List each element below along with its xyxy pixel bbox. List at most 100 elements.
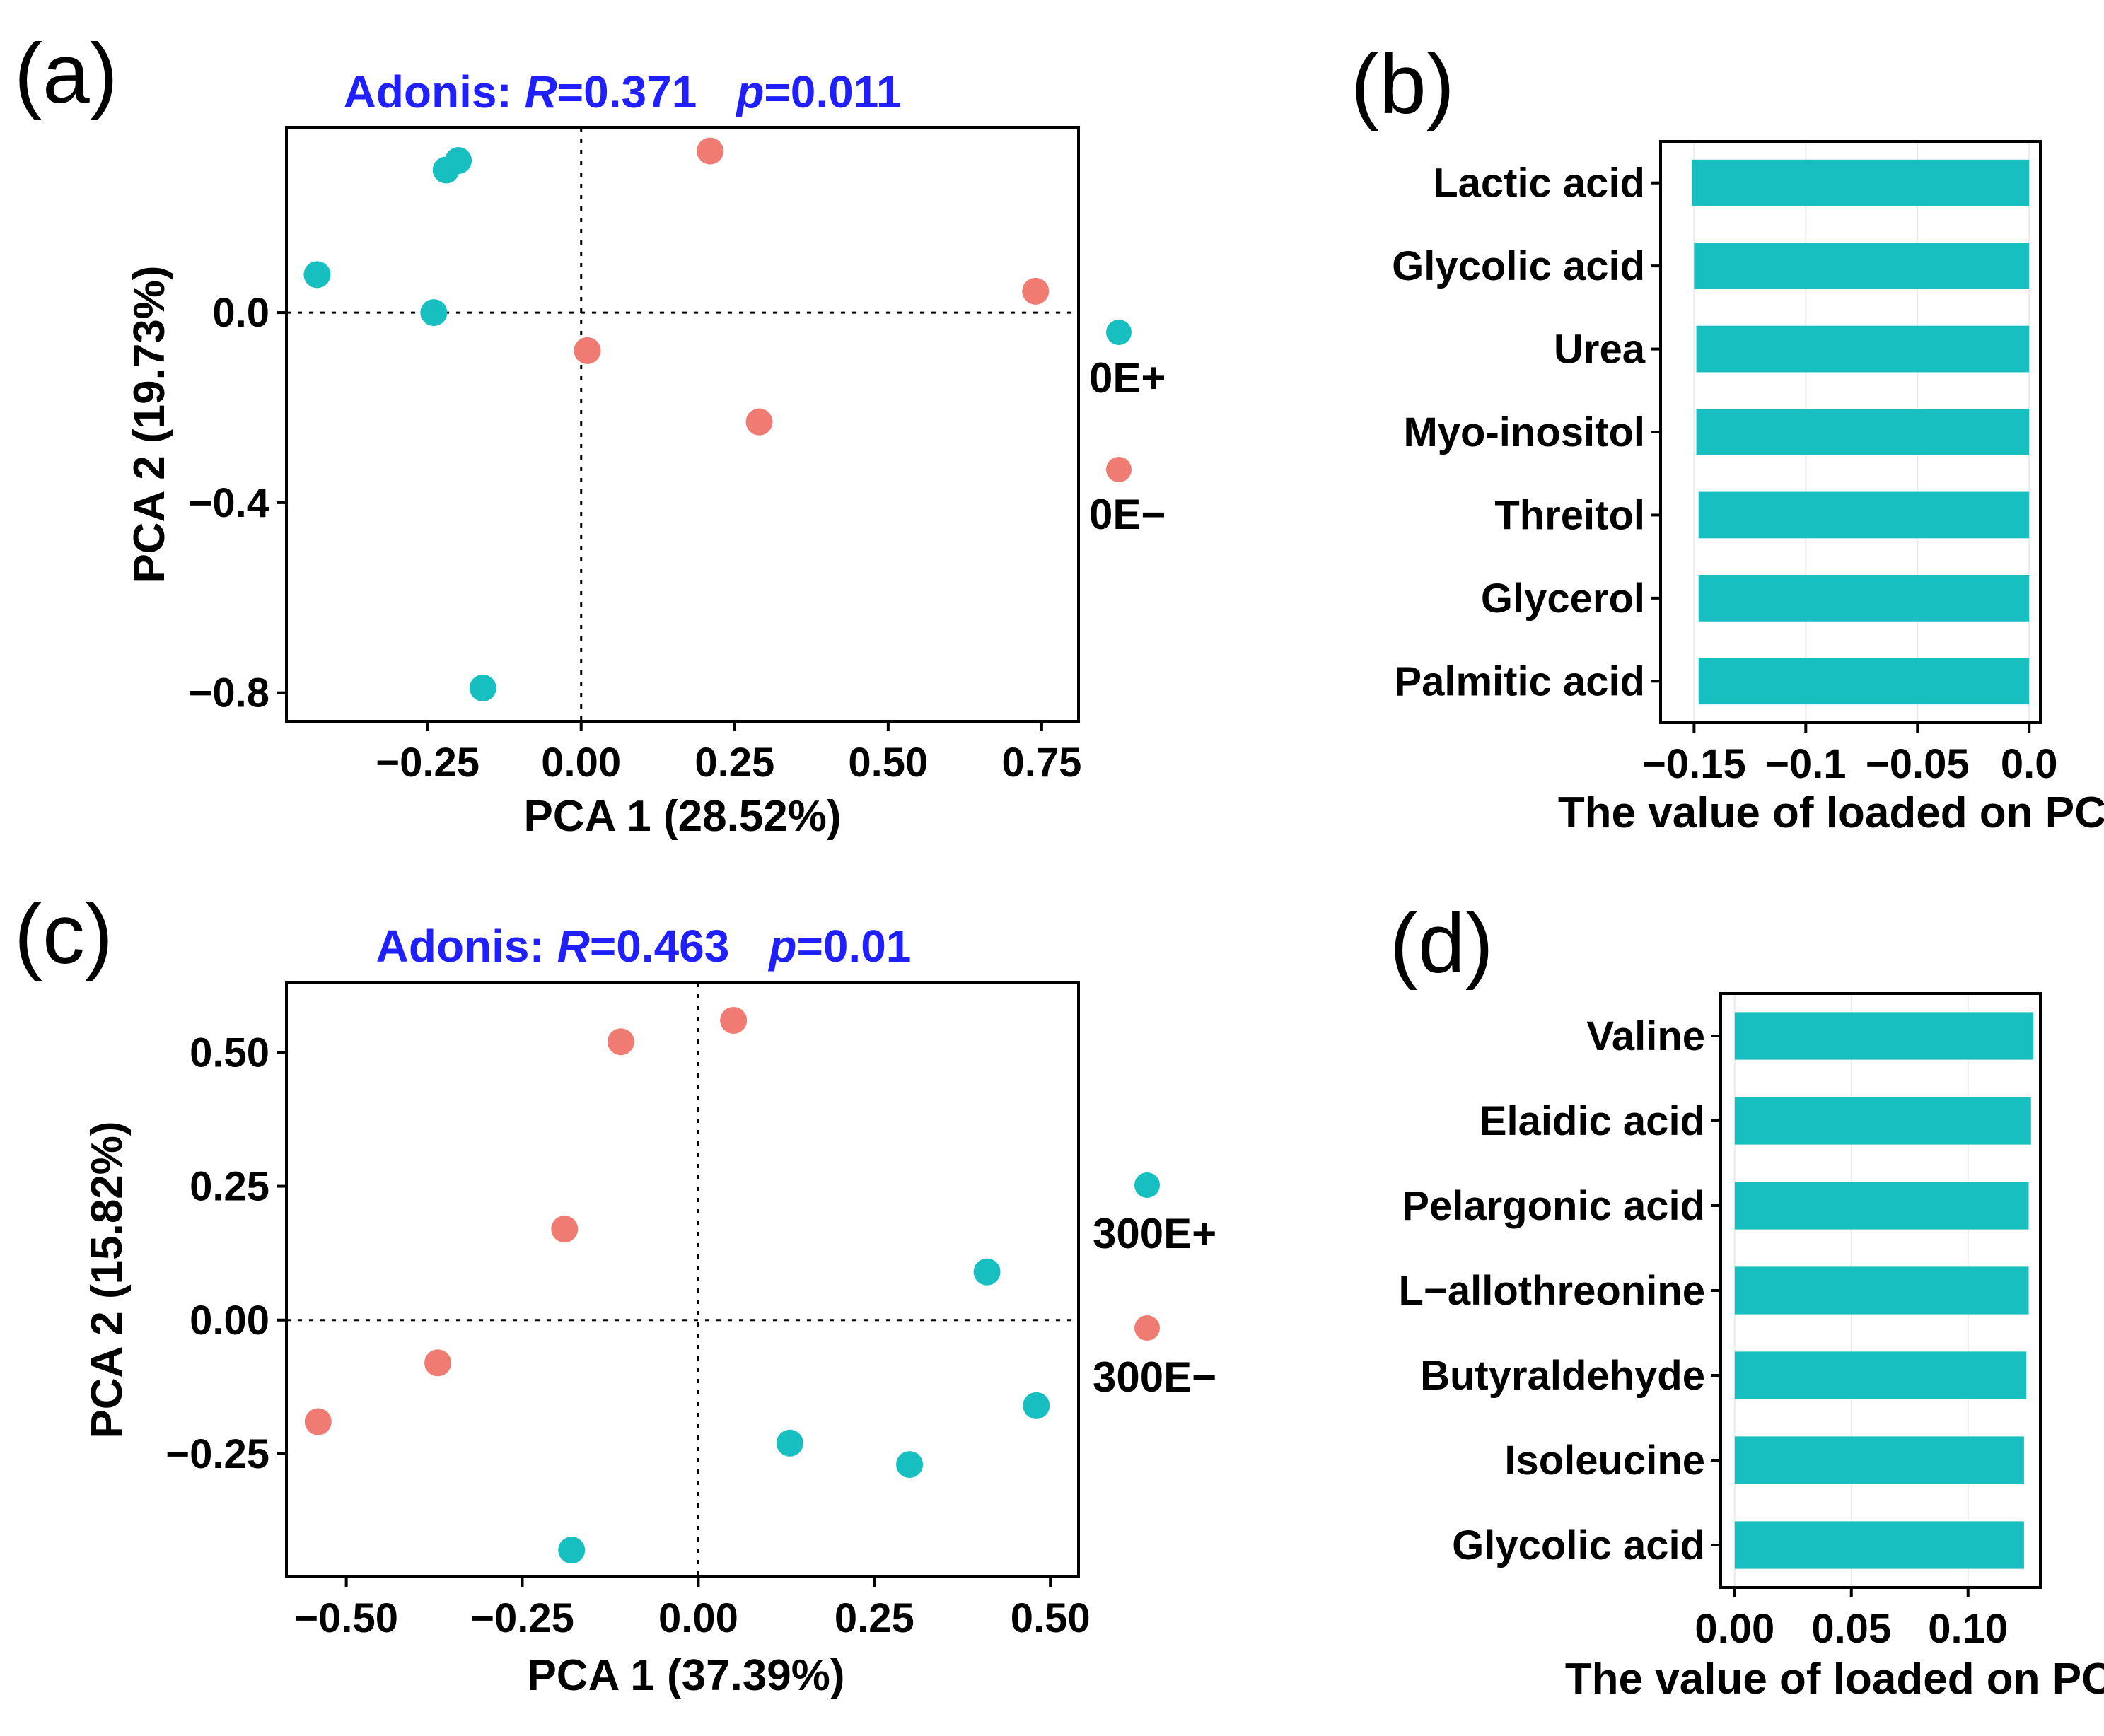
panel-d-bar-6: [1734, 1521, 2024, 1569]
panel-d-x-ticks: 0.00 0.05 0.10: [1695, 1588, 2008, 1652]
panel-d-bar-3: [1734, 1266, 2029, 1315]
panel-b-x-ticks: −0.15 −0.1 −0.05 0.0: [1642, 723, 2058, 787]
panel-a-zero-lines: [286, 127, 1079, 721]
panel-d-letter: (d): [1390, 896, 1494, 991]
panel-c-y-tick-label-1: 0.00: [190, 1298, 269, 1344]
panel-c-point-minus-3: [424, 1349, 452, 1377]
panel-c-plot-frame: [285, 981, 1080, 1578]
panel-a-adonis-stat: Adonis: R=0.371 p=0.011: [344, 66, 902, 117]
panel-c-y-tick-label-3: 0.50: [190, 1030, 269, 1076]
panel-c-x-tick-label-2: 0.00: [658, 1595, 738, 1641]
panel-c-points: [304, 1006, 1050, 1564]
panel-b-x-tick-label-0: −0.15: [1642, 741, 1746, 787]
panel-a-y-tick-label-2: 0.0: [212, 290, 269, 336]
panel-b-category-label-3: Myo-inositol: [1403, 409, 1645, 455]
panel-c-y-tick-label-2: 0.25: [190, 1164, 269, 1210]
legend-swatch-0e-minus: [1106, 457, 1132, 482]
panel-b-x-axis-label: The value of loaded on PCA1: [1558, 788, 2104, 837]
panel-c-point-plus-4: [558, 1537, 586, 1564]
panel-d-bar-4: [1734, 1351, 2027, 1399]
panel-d-category-label-6: Glycolic acid: [1452, 1522, 1705, 1568]
panel-a-x-tick-label-1: 0.00: [541, 740, 621, 786]
panel-b-bar-5: [1698, 574, 2030, 622]
panel-a-x-tick-label-0: −0.25: [376, 740, 479, 786]
panel-a-y-tick-label-0: −0.8: [189, 670, 270, 716]
panel-b-bar-6: [1698, 658, 2030, 705]
panel-c-point-plus-2: [776, 1429, 803, 1457]
panel-c-zero-lines: [286, 983, 1079, 1577]
panel-b: (b) Lactic acid Glycolic acid Urea Myo-inos…: [1351, 37, 2104, 837]
panel-c-y-ticks: −0.25 0.00 0.25 0.50: [165, 1030, 286, 1477]
panel-b-x-tick-label-1: −0.1: [1765, 741, 1847, 787]
panel-c-point-plus-0: [973, 1258, 1001, 1286]
legend-label-300e-plus: 300E+: [1093, 1210, 1216, 1257]
panel-a-y-ticks: −0.8 −0.4 0.0: [189, 290, 286, 716]
panel-c-point-minus-0: [720, 1006, 748, 1034]
panel-c-y-axis-label: PCA 2 (15.82%): [83, 1121, 132, 1438]
panel-c-point-plus-1: [1023, 1392, 1050, 1419]
panel-b-bar-4: [1698, 491, 2030, 539]
panel-d-category-label-3: L−allothreonine: [1399, 1268, 1705, 1314]
panel-c-adonis-stat: Adonis: R=0.463 p=0.01: [376, 921, 912, 972]
panel-b-category-labels: Lactic acid Glycolic acid Urea Myo-inositol…: [1392, 161, 1661, 704]
panel-d-category-label-0: Valine: [1586, 1013, 1705, 1059]
panel-b-bar-3: [1696, 409, 2030, 455]
panel-a-x-tick-label-2: 0.25: [694, 740, 774, 786]
panel-b-bar-2: [1696, 325, 2030, 373]
panel-a-points: [303, 137, 1050, 701]
panel-a-point-plus-3: [420, 299, 448, 327]
panel-d-bar-2: [1734, 1182, 2029, 1230]
panel-b-bar-1: [1694, 243, 2030, 290]
panel-c-letter: (c): [14, 887, 113, 981]
panel-b-category-label-4: Threitol: [1494, 492, 1645, 538]
panel-c-y-tick-label-0: −0.25: [165, 1431, 269, 1477]
panel-d-x-tick-label-1: 0.05: [1811, 1606, 1891, 1652]
panel-b-category-label-0: Lactic acid: [1433, 161, 1645, 206]
panel-d-bar-1: [1734, 1097, 2031, 1145]
panel-c-legend: 300E+ 300E−: [1093, 1172, 1216, 1401]
panel-a-point-minus-3: [745, 408, 773, 436]
panel-d-category-label-5: Isoleucine: [1504, 1438, 1705, 1484]
panel-c-x-tick-label-0: −0.50: [294, 1595, 398, 1641]
panel-c-x-tick-label-3: 0.25: [835, 1595, 914, 1641]
panel-c-x-tick-label-4: 0.50: [1011, 1595, 1091, 1641]
panel-d-x-tick-label-2: 0.10: [1928, 1606, 2008, 1652]
panel-a: (a) Adonis: R=0.371 p=0.011 −0.25 0.00 0.25…: [14, 26, 1166, 841]
panel-a-legend: 0E+ 0E−: [1089, 320, 1166, 538]
panel-d-category-label-1: Elaidic acid: [1480, 1098, 1705, 1144]
panel-b-bars: [1692, 159, 2030, 705]
legend-swatch-0e-plus: [1106, 320, 1132, 345]
panel-c-x-axis-label: PCA 1 (37.39%): [527, 1651, 844, 1700]
panel-d-x-tick-label-0: 0.00: [1695, 1606, 1774, 1652]
panel-a-point-plus-2: [303, 261, 331, 289]
panel-c-point-minus-4: [304, 1408, 332, 1435]
panel-d-category-label-4: Butyraldehyde: [1420, 1353, 1705, 1399]
panel-d-bars: [1734, 1012, 2034, 1569]
panel-a-point-minus-2: [574, 337, 601, 364]
panel-a-y-tick-label-1: −0.4: [189, 480, 270, 526]
panel-b-category-label-1: Glycolic acid: [1392, 243, 1645, 289]
panel-b-category-label-6: Palmitic acid: [1394, 658, 1645, 704]
panel-a-letter: (a): [14, 26, 118, 121]
panel-d-category-labels: Valine Elaidic acid Pelargonic acid L−allot…: [1399, 1013, 1721, 1568]
panel-b-x-tick-label-3: 0.0: [2001, 741, 2058, 787]
panel-c: (c) Adonis: R=0.463 p=0.01 −0.50 −0.25 0.00…: [14, 887, 1216, 1700]
panel-b-x-tick-label-2: −0.05: [1866, 741, 1970, 787]
panel-d-x-axis-label: The value of loaded on PCA1: [1565, 1655, 2104, 1703]
panel-a-point-minus-0: [697, 137, 724, 165]
legend-label-0e-plus: 0E+: [1089, 354, 1166, 402]
panel-a-plot-frame: [285, 126, 1080, 723]
panel-d: (d) Valine Elaidic acid Pelargonic acid L−a…: [1390, 896, 2104, 1703]
legend-swatch-300e-minus: [1134, 1315, 1160, 1341]
panel-c-point-minus-1: [607, 1028, 634, 1056]
panel-a-point-minus-1: [1022, 277, 1050, 305]
panel-d-bar-5: [1734, 1436, 2024, 1484]
legend-swatch-300e-plus: [1134, 1172, 1160, 1198]
legend-label-0e-minus: 0E−: [1089, 491, 1166, 538]
panel-b-bar-0: [1692, 159, 2030, 206]
panel-d-bar-0: [1734, 1012, 2034, 1060]
panel-c-x-ticks: −0.50 −0.25 0.00 0.25 0.50: [294, 1577, 1091, 1641]
panel-a-point-plus-4: [469, 674, 496, 701]
panel-d-category-label-2: Pelargonic acid: [1402, 1183, 1705, 1229]
